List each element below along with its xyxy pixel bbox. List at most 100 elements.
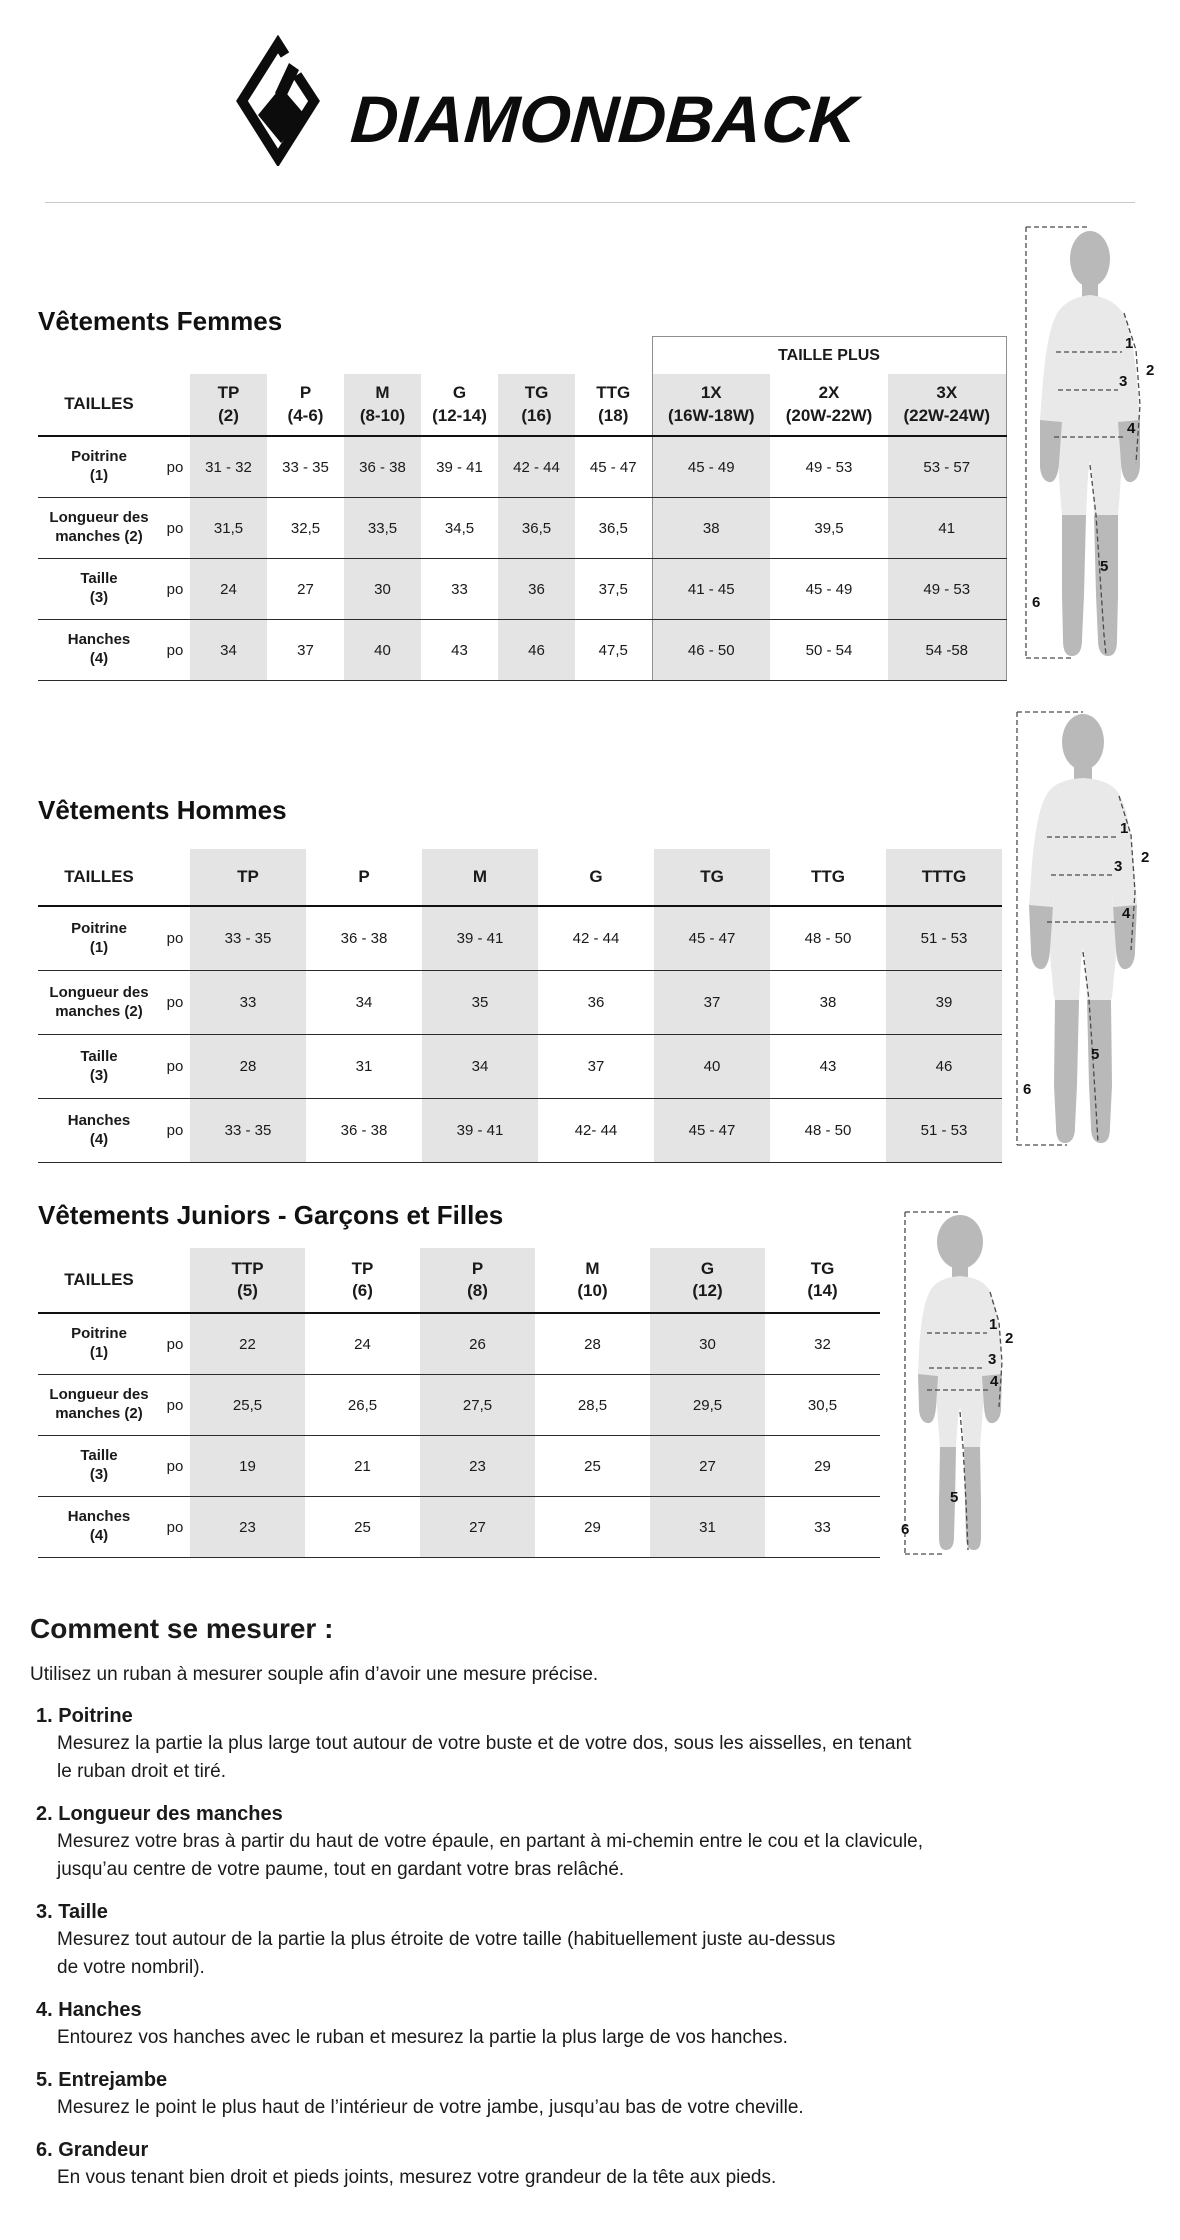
column-header: P [306, 849, 422, 907]
size-value-cell: 23 [190, 1496, 305, 1558]
plus-group-spacer [38, 337, 652, 375]
unit-label: po [160, 1034, 190, 1099]
size-value-cell: 37,5 [575, 558, 652, 620]
item-title: 5. Entrejambe [36, 2066, 1120, 2094]
size-value-cell: 42- 44 [538, 1098, 654, 1163]
figure-label: 4 [1127, 420, 1136, 437]
unit-label: po [160, 1098, 190, 1163]
row-label: Poitrine (1) [38, 436, 160, 498]
size-value-cell: 31 [306, 1034, 422, 1099]
row-label: Taille (3) [38, 558, 160, 620]
men-sizes-section: Vêtements Hommes TAILLES TP P M G TG TTG… [38, 795, 1002, 1163]
unit-header [160, 374, 190, 437]
size-value-cell: 33 [190, 970, 306, 1035]
item-number: 3. [36, 1901, 53, 1923]
size-value-cell: 36 - 38 [306, 1098, 422, 1163]
size-value-cell: 19 [190, 1435, 305, 1497]
table-row: Taille (3) po 28 31 34 37 40 43 46 [38, 1034, 1002, 1099]
header-divider [45, 202, 1135, 203]
list-item: 2. Longueur des manches Mesurez votre br… [30, 1800, 1120, 1884]
item-title: 1. Poitrine [36, 1702, 1120, 1730]
list-item: 6. Grandeur En vous tenant bien droit et… [30, 2136, 1120, 2192]
size-value-cell: 38 [651, 497, 770, 559]
size-value-cell: 27 [267, 558, 344, 620]
size-value-cell: 49 - 53 [770, 436, 888, 498]
item-label: Grandeur [58, 2139, 149, 2161]
figure-label: 5 [1091, 1046, 1099, 1063]
item-description: Mesurez le point le plus haut de l’intér… [57, 2097, 804, 2118]
size-value-cell: 26 [420, 1313, 535, 1375]
size-value-cell: 39 [886, 970, 1002, 1035]
unit-header [160, 1248, 190, 1314]
size-value-cell: 27 [420, 1496, 535, 1558]
size-value-cell: 42 - 44 [498, 436, 575, 498]
figure-label: 2 [1146, 362, 1154, 379]
size-value-cell: 46 - 50 [651, 619, 770, 681]
women-section-title: Vêtements Femmes [38, 306, 283, 336]
size-value-cell: 27 [650, 1435, 765, 1497]
figure-label: 6 [1023, 1081, 1031, 1098]
size-value-cell: 22 [190, 1313, 305, 1375]
row-label: Taille (3) [38, 1034, 160, 1099]
item-label: Hanches [58, 1999, 142, 2021]
size-value-cell: 31 - 32 [190, 436, 267, 498]
figure-label: 2 [1141, 849, 1149, 866]
size-value-cell: 28 [535, 1313, 650, 1375]
size-value-cell: 39 - 41 [422, 1098, 538, 1163]
item-number: 5. [36, 2069, 53, 2091]
size-value-cell: 33 - 35 [190, 1098, 306, 1163]
item-number: 2. [36, 1803, 53, 1825]
tailles-header: TAILLES [38, 849, 160, 907]
figure-label: 1 [1125, 335, 1133, 352]
unit-label: po [160, 1435, 190, 1497]
size-value-cell: 30 [344, 558, 421, 620]
item-number: 1. [36, 1705, 53, 1727]
column-header: TG (14) [765, 1248, 880, 1314]
size-value-cell: 45 - 47 [575, 436, 652, 498]
column-header: TTG (18) [575, 374, 652, 437]
table-row: Poitrine (1) po 22 24 26 28 30 32 [38, 1313, 880, 1375]
table-row: Hanches (4) po 23 25 27 29 31 33 [38, 1496, 880, 1558]
size-value-cell: 33 - 35 [267, 436, 344, 498]
unit-header [160, 849, 190, 907]
item-description: Entourez vos hanches avec le ruban et me… [57, 2027, 788, 2048]
size-value-cell: 25 [305, 1496, 420, 1558]
column-header: P (8) [420, 1248, 535, 1314]
column-header: G [538, 849, 654, 907]
women-sizes-section: Vêtements Femmes TAILLE PLUS TAILLES TP … [38, 306, 1007, 681]
size-value-cell: 36 - 38 [306, 906, 422, 971]
child-figure-illustration: 1 2 3 4 5 6 [895, 1202, 1020, 1562]
list-item: 4. Hanches Entourez vos hanches avec le … [30, 1996, 1120, 2052]
table-row: Poitrine (1) po 31 - 32 33 - 35 36 - 38 … [38, 436, 1007, 498]
plus-size-group-row: TAILLE PLUS [38, 336, 1007, 375]
size-value-cell: 36 - 38 [344, 436, 421, 498]
figure-label: 4 [1122, 905, 1131, 922]
size-value-cell: 40 [344, 619, 421, 681]
list-item: 1. Poitrine Mesurez la partie la plus la… [30, 1702, 1120, 1786]
list-item: 3. Taille Mesurez tout autour de la part… [30, 1898, 1120, 1982]
size-value-cell: 41 - 45 [651, 558, 770, 620]
how-to-measure-heading: Comment se mesurer : [30, 1613, 334, 1644]
size-value-cell: 31,5 [190, 497, 267, 559]
table-row: Taille (3) po 24 27 30 33 36 37,5 41 - 4… [38, 558, 1007, 620]
brand-wordmark: DIAMONDBACK [348, 82, 860, 156]
size-value-cell: 45 - 47 [654, 1098, 770, 1163]
size-value-cell: 39,5 [770, 497, 888, 559]
size-value-cell: 35 [422, 970, 538, 1035]
item-number: 6. [36, 2139, 53, 2161]
row-label: Longueur des manches (2) [38, 497, 160, 559]
figure-label: 3 [1114, 858, 1122, 875]
how-to-measure-intro: Utilisez un ruban à mesurer souple afin … [30, 1664, 599, 1685]
size-value-cell: 24 [305, 1313, 420, 1375]
juniors-header-row: TAILLES TTP (5) TP (6) P (8) M (10) G (1… [38, 1248, 880, 1314]
table-row: Longueur des manches (2) po 31,5 32,5 33… [38, 497, 1007, 559]
size-value-cell: 37 [538, 1034, 654, 1099]
size-value-cell: 34,5 [421, 497, 498, 559]
juniors-size-table: TAILLES TTP (5) TP (6) P (8) M (10) G (1… [38, 1248, 880, 1558]
size-value-cell: 23 [420, 1435, 535, 1497]
size-value-cell: 37 [267, 619, 344, 681]
men-section-title: Vêtements Hommes [38, 795, 287, 825]
unit-label: po [160, 1374, 190, 1436]
row-label: Hanches (4) [38, 1098, 160, 1163]
item-description: Mesurez tout autour de la partie la plus… [57, 1929, 836, 1978]
